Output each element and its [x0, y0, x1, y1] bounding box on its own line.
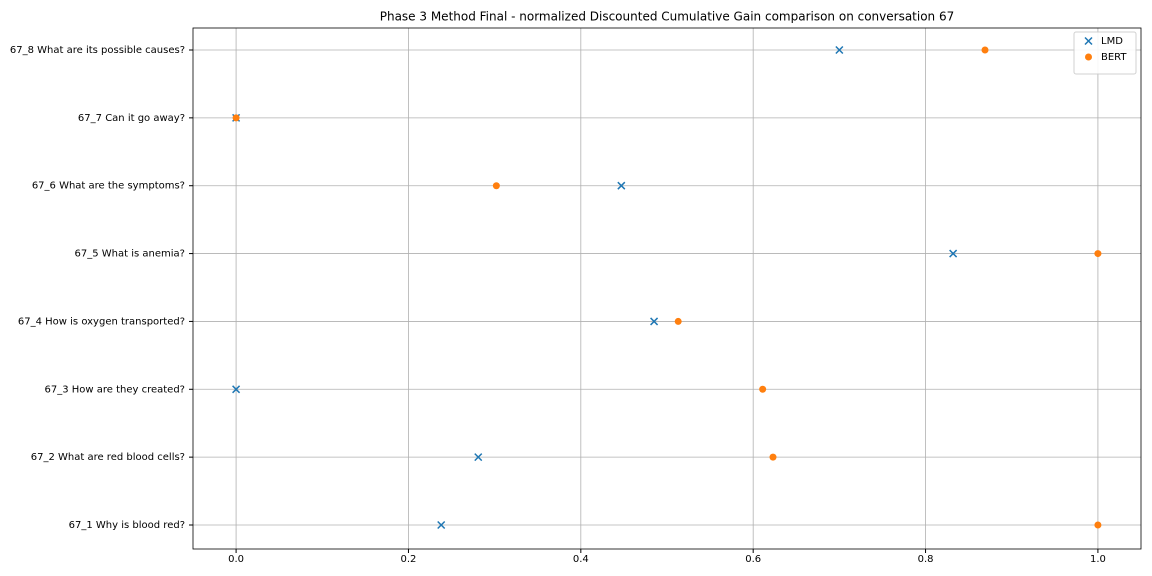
- x-tick-label: 0.6: [745, 554, 761, 565]
- x-tick-label: 0.4: [573, 554, 589, 565]
- y-tick-label: 67_1 Why is blood red?: [69, 520, 185, 531]
- legend-swatch: [1085, 53, 1092, 61]
- y-tick-label: 67_7 Can it go away?: [78, 113, 185, 124]
- y-tick-label: 67_4 How is oxygen transported?: [18, 316, 185, 327]
- chart-title: Phase 3 Method Final - normalized Discou…: [380, 10, 955, 24]
- y-tick-label: 67_8 What are its possible causes?: [10, 45, 185, 56]
- point: [492, 182, 500, 190]
- y-tick-label: 67_5 What is anemia?: [75, 249, 185, 260]
- x-tick-label: 0.0: [228, 554, 244, 565]
- point: [617, 181, 626, 190]
- point: [232, 385, 241, 394]
- y-tick-label: 67_2 What are red blood cells?: [31, 452, 185, 463]
- legend-marker: [1084, 36, 1093, 46]
- point: [949, 249, 958, 258]
- x-tick-label: 0.2: [401, 554, 417, 565]
- point: [474, 453, 483, 462]
- legend-marker: [1085, 53, 1092, 61]
- x-tick-label: 1.0: [1090, 554, 1106, 565]
- point: [650, 317, 659, 326]
- legend-label: LMD: [1101, 36, 1123, 47]
- plot-frame: [192, 27, 1142, 550]
- point: [835, 45, 844, 55]
- y-tick-label: 67_6 What are the symptoms?: [32, 181, 185, 192]
- point: [232, 114, 240, 122]
- point: [437, 520, 446, 530]
- legend-label: BERT: [1101, 52, 1127, 63]
- point: [1094, 250, 1102, 258]
- legend-swatch: [1084, 36, 1093, 46]
- point: [759, 385, 767, 393]
- point: [1094, 521, 1102, 529]
- y-tick-label: 67_3 How are they created?: [44, 384, 185, 395]
- point: [981, 46, 989, 54]
- x-tick-label: 0.8: [918, 554, 934, 565]
- point: [674, 317, 682, 325]
- point: [769, 453, 777, 461]
